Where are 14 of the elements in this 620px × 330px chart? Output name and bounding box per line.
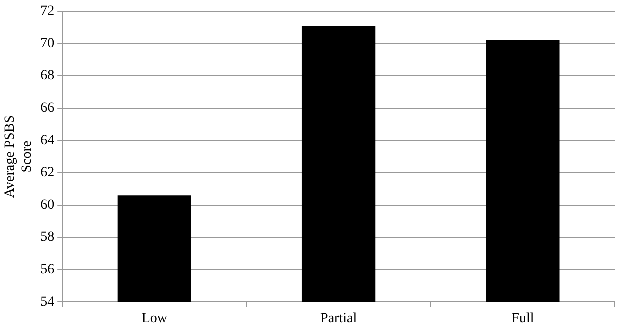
x-tick-label: Low bbox=[142, 311, 168, 326]
y-tick-label: 66 bbox=[40, 101, 55, 116]
x-tick-label: Partial bbox=[320, 311, 358, 326]
y-tick-label: 72 bbox=[40, 4, 55, 20]
y-tick-label: 54 bbox=[40, 294, 55, 310]
y-tick-label: 68 bbox=[40, 68, 55, 84]
y-tick-label: 62 bbox=[40, 166, 55, 181]
y-tick-label: 56 bbox=[40, 262, 55, 278]
y-tick-label: 58 bbox=[40, 230, 55, 246]
x-tick-label: Full bbox=[512, 311, 534, 326]
y-tick-label: 70 bbox=[40, 36, 55, 52]
y-axis-title: Average PSBS Score bbox=[3, 116, 35, 198]
y-tick-label: 60 bbox=[40, 198, 55, 213]
y-tick-label: 64 bbox=[40, 133, 55, 148]
